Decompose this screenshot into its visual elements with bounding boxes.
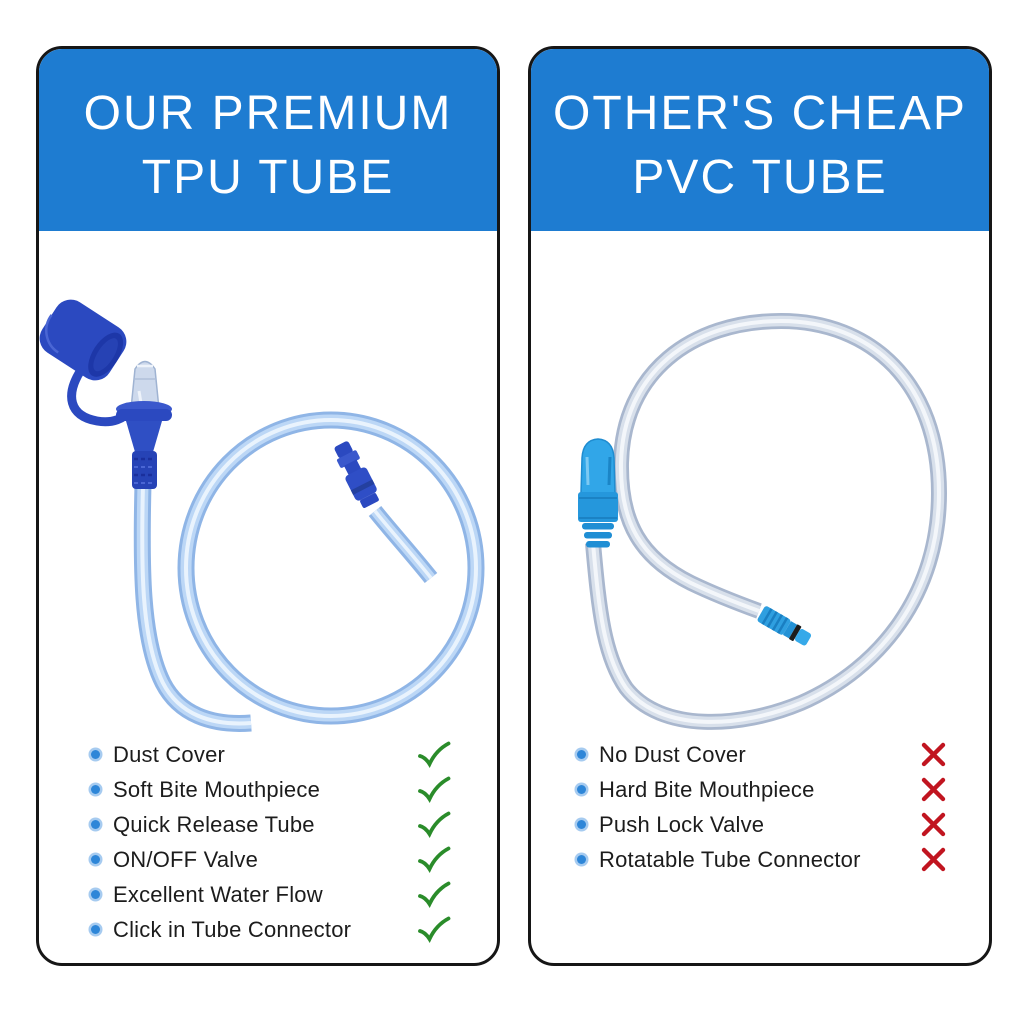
bullet-icon <box>91 890 100 899</box>
feature-click-in-tube-connector: Click in Tube Connector <box>39 912 497 947</box>
cheap-product-photo <box>531 231 989 737</box>
valve-flange <box>116 409 172 421</box>
feature-rotatable-tube-connector: Rotatable Tube Connector <box>531 842 989 877</box>
check-icon <box>417 741 451 769</box>
feature-push-lock-valve: Push Lock Valve <box>531 807 989 842</box>
premium-product-photo <box>39 231 497 737</box>
bite-valve-assembly <box>39 299 172 489</box>
tube-coil <box>585 312 948 730</box>
bullet-icon <box>91 925 100 934</box>
dust-cover-cap <box>39 299 127 381</box>
feature-excellent-water-flow: Excellent Water Flow <box>39 877 497 912</box>
premium-title-line2: TPU TUBE <box>141 151 395 204</box>
valve-grip <box>132 451 157 489</box>
feature-soft-bite-mouthpiece: Soft Bite Mouthpiece <box>39 772 497 807</box>
feature-dust-cover: Dust Cover <box>39 737 497 772</box>
mouthpiece-ribs <box>582 523 614 548</box>
cheap-title-line2: PVC TUBE <box>632 151 888 204</box>
bullet-icon <box>91 820 100 829</box>
bullet-icon <box>577 820 586 829</box>
check-icon <box>417 846 451 874</box>
tube-coil <box>177 411 485 725</box>
bullet-icon <box>91 785 100 794</box>
check-icon <box>417 916 451 944</box>
premium-tube-illustration <box>39 299 485 732</box>
cross-icon <box>919 776 947 804</box>
premium-title-line1: OUR PREMIUM <box>83 87 453 140</box>
feature-hard-bite-mouthpiece: Hard Bite Mouthpiece <box>531 772 989 807</box>
cheap-title-line1: OTHER'S CHEAP <box>553 87 967 140</box>
bullet-icon <box>91 750 100 759</box>
tube-strand <box>133 483 252 732</box>
premium-panel: OUR PREMIUM TPU TUBE <box>36 46 500 966</box>
bullet-icon <box>91 855 100 864</box>
bullet-icon <box>577 750 586 759</box>
check-icon <box>417 811 451 839</box>
push-lock-connector <box>757 606 812 646</box>
bullet-icon <box>577 785 586 794</box>
bullet-icon <box>577 855 586 864</box>
check-icon <box>417 881 451 909</box>
cheap-tube-illustration <box>578 312 948 730</box>
o-ring <box>789 624 802 641</box>
connector-strand <box>368 506 438 583</box>
cross-icon <box>919 846 947 874</box>
feature-no-dust-cover: No Dust Cover <box>531 737 989 772</box>
feature-quick-release-tube: Quick Release Tube <box>39 807 497 842</box>
feature-on-off-valve: ON/OFF Valve <box>39 842 497 877</box>
cross-icon <box>919 741 947 769</box>
quick-release-connector <box>334 441 379 508</box>
valve-body <box>126 421 162 452</box>
soft-bite-mouthpiece <box>130 360 160 410</box>
check-icon <box>417 776 451 804</box>
premium-feature-list: Dust Cover Soft Bite Mouthpiece Quick Re… <box>39 737 497 947</box>
cheap-feature-list: No Dust Cover Hard Bite Mouthpiece Push … <box>531 737 989 877</box>
cheap-panel: OTHER'S CHEAP PVC TUBE <box>528 46 992 966</box>
premium-header: OUR PREMIUM TPU TUBE <box>39 49 497 231</box>
cheap-header: OTHER'S CHEAP PVC TUBE <box>531 49 989 231</box>
cross-icon <box>919 811 947 839</box>
hard-bite-mouthpiece <box>578 438 618 548</box>
